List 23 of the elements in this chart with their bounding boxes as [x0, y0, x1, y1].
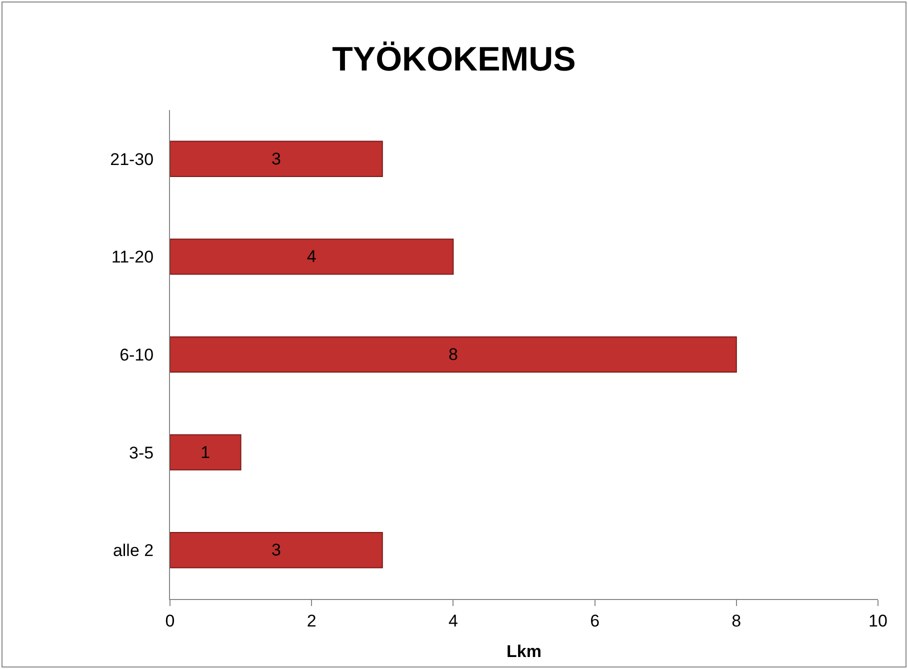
- chart-title: TYÖKOKEMUS: [332, 40, 576, 79]
- data-label: 3: [271, 149, 281, 168]
- y-tick-label: 3-5: [129, 443, 154, 462]
- bar: [170, 238, 454, 275]
- bar: [170, 336, 737, 373]
- x-tick-label: 8: [732, 611, 742, 630]
- y-tick-label: alle 2: [112, 541, 154, 560]
- x-tick-label: 2: [306, 611, 316, 630]
- x-axis-title: Lkm: [506, 642, 542, 661]
- bar: [170, 140, 383, 177]
- x-tick-label: 10: [868, 611, 888, 630]
- data-label: 3: [271, 540, 281, 560]
- y-tick-label: 6-10: [120, 345, 154, 364]
- bar: [170, 434, 242, 470]
- bar: [170, 532, 383, 568]
- x-tick-label: 0: [165, 611, 175, 630]
- data-label: 8: [448, 345, 458, 364]
- y-tick-label: 21-30: [110, 150, 154, 169]
- data-label: 4: [306, 247, 316, 266]
- x-tick-label: 4: [448, 611, 458, 630]
- y-tick-label: 11-20: [111, 248, 154, 267]
- x-tick-label: 6: [590, 611, 600, 630]
- data-label: 1: [200, 442, 210, 462]
